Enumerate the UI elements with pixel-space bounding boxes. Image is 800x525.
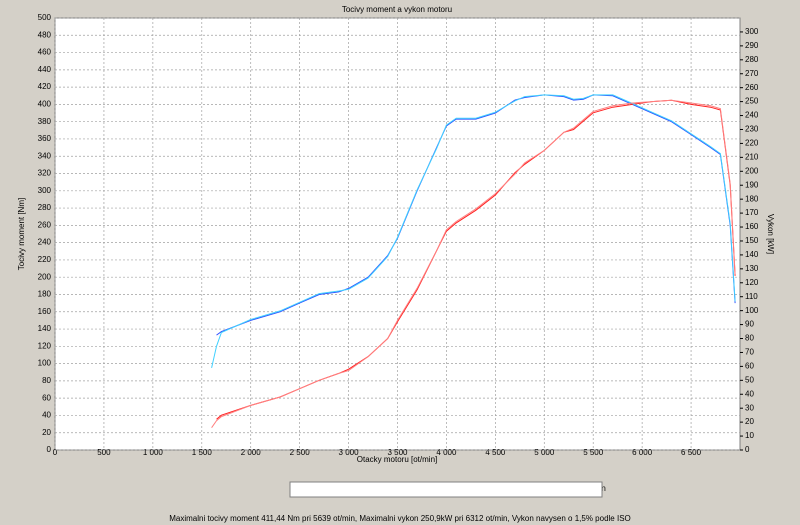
y2-tick-label: 20 [745, 417, 754, 426]
series-line [211, 94, 736, 369]
y-tick-label: 240 [38, 238, 52, 247]
y2-tick-label: 280 [745, 55, 759, 64]
x-axis-label: Otacky motoru [ot/min] [357, 455, 437, 464]
y-tick-label: 140 [38, 324, 52, 333]
x-tick-label: 2 500 [290, 448, 311, 457]
y-tick-label: 360 [38, 134, 52, 143]
y-tick-label: 380 [38, 117, 52, 126]
y2-tick-label: 230 [745, 125, 759, 134]
y-tick-label: 480 [38, 30, 52, 39]
y2-tick-label: 30 [745, 403, 754, 412]
y2-tick-label: 180 [745, 194, 759, 203]
x-tick-label: 4 500 [485, 448, 506, 457]
y2-tick-label: 110 [745, 292, 758, 301]
y-tick-label: 40 [42, 411, 51, 420]
y-tick-label: 60 [42, 393, 51, 402]
y-tick-label: 280 [38, 203, 52, 212]
y2-tick-label: 240 [745, 111, 759, 120]
y-tick-label: 460 [38, 48, 52, 57]
y2-tick-label: 100 [745, 306, 759, 315]
y-tick-label: 300 [38, 186, 52, 195]
y-tick-label: 340 [38, 151, 52, 160]
x-tick-label: 5 000 [534, 448, 555, 457]
y-tick-label: 0 [47, 445, 52, 454]
y2-tick-label: 220 [745, 139, 759, 148]
x-tick-label: 5 500 [583, 448, 604, 457]
x-tick-label: 4 000 [436, 448, 457, 457]
y2-tick-label: 250 [745, 97, 759, 106]
footer: Maximalni tocivy moment 411,44 Nm pri 56… [169, 514, 631, 523]
x-tick-label: 3 000 [339, 448, 360, 457]
y-tick-label: 420 [38, 82, 52, 91]
y2-tick-label: 70 [745, 348, 754, 357]
y2-tick-label: 140 [745, 250, 759, 259]
y-axis-label: Tocivy moment [Nm] [17, 198, 26, 270]
x-tick-label: 6 500 [681, 448, 702, 457]
y-tick-label: 100 [38, 359, 52, 368]
y2-tick-label: 200 [745, 166, 759, 175]
y-tick-label: 180 [38, 290, 52, 299]
y2-axis-label: Vykon [kW] [766, 214, 775, 254]
y2-tick-label: 300 [745, 27, 759, 36]
x-tick-label: 1 000 [143, 448, 164, 457]
series-line [216, 94, 736, 336]
y2-tick-label: 0 [745, 445, 750, 454]
y2-tick-label: 210 [745, 152, 759, 161]
y2-tick-label: 50 [745, 375, 754, 384]
y-tick-label: 200 [38, 272, 52, 281]
y2-tick-label: 150 [745, 236, 759, 245]
y2-tick-label: 80 [745, 334, 754, 343]
y-tick-label: 120 [38, 341, 52, 350]
y-tick-label: 160 [38, 307, 52, 316]
x-tick-label: 6 000 [632, 448, 653, 457]
series-line [211, 99, 736, 428]
chart-title: Tocivy moment a vykon motoru [342, 5, 452, 14]
y2-tick-label: 170 [745, 208, 759, 217]
x-tick-label: 500 [97, 448, 111, 457]
y2-tick-label: 160 [745, 222, 759, 231]
y-tick-label: 400 [38, 100, 52, 109]
y-tick-label: 80 [42, 376, 51, 385]
x-tick-label: 1 500 [192, 448, 213, 457]
y-tick-label: 20 [42, 428, 51, 437]
x-tick-label: 2 000 [241, 448, 262, 457]
y2-tick-label: 260 [745, 83, 759, 92]
x-tick-label: 0 [53, 448, 58, 457]
y2-tick-label: 290 [745, 41, 759, 50]
y2-tick-label: 120 [745, 278, 759, 287]
y2-tick-label: 130 [745, 264, 759, 273]
y-tick-label: 260 [38, 220, 52, 229]
y-tick-label: 320 [38, 169, 52, 178]
y2-tick-label: 90 [745, 320, 754, 329]
y-tick-label: 220 [38, 255, 52, 264]
x-tick-label: 3 500 [387, 448, 408, 457]
y2-tick-label: 60 [745, 361, 754, 370]
legend [289, 481, 603, 498]
y2-tick-label: 10 [745, 431, 754, 440]
y2-tick-label: 190 [745, 180, 759, 189]
y-tick-label: 440 [38, 65, 52, 74]
y2-tick-label: 270 [745, 69, 759, 78]
y-tick-label: 500 [38, 13, 52, 22]
y2-tick-label: 40 [745, 389, 754, 398]
